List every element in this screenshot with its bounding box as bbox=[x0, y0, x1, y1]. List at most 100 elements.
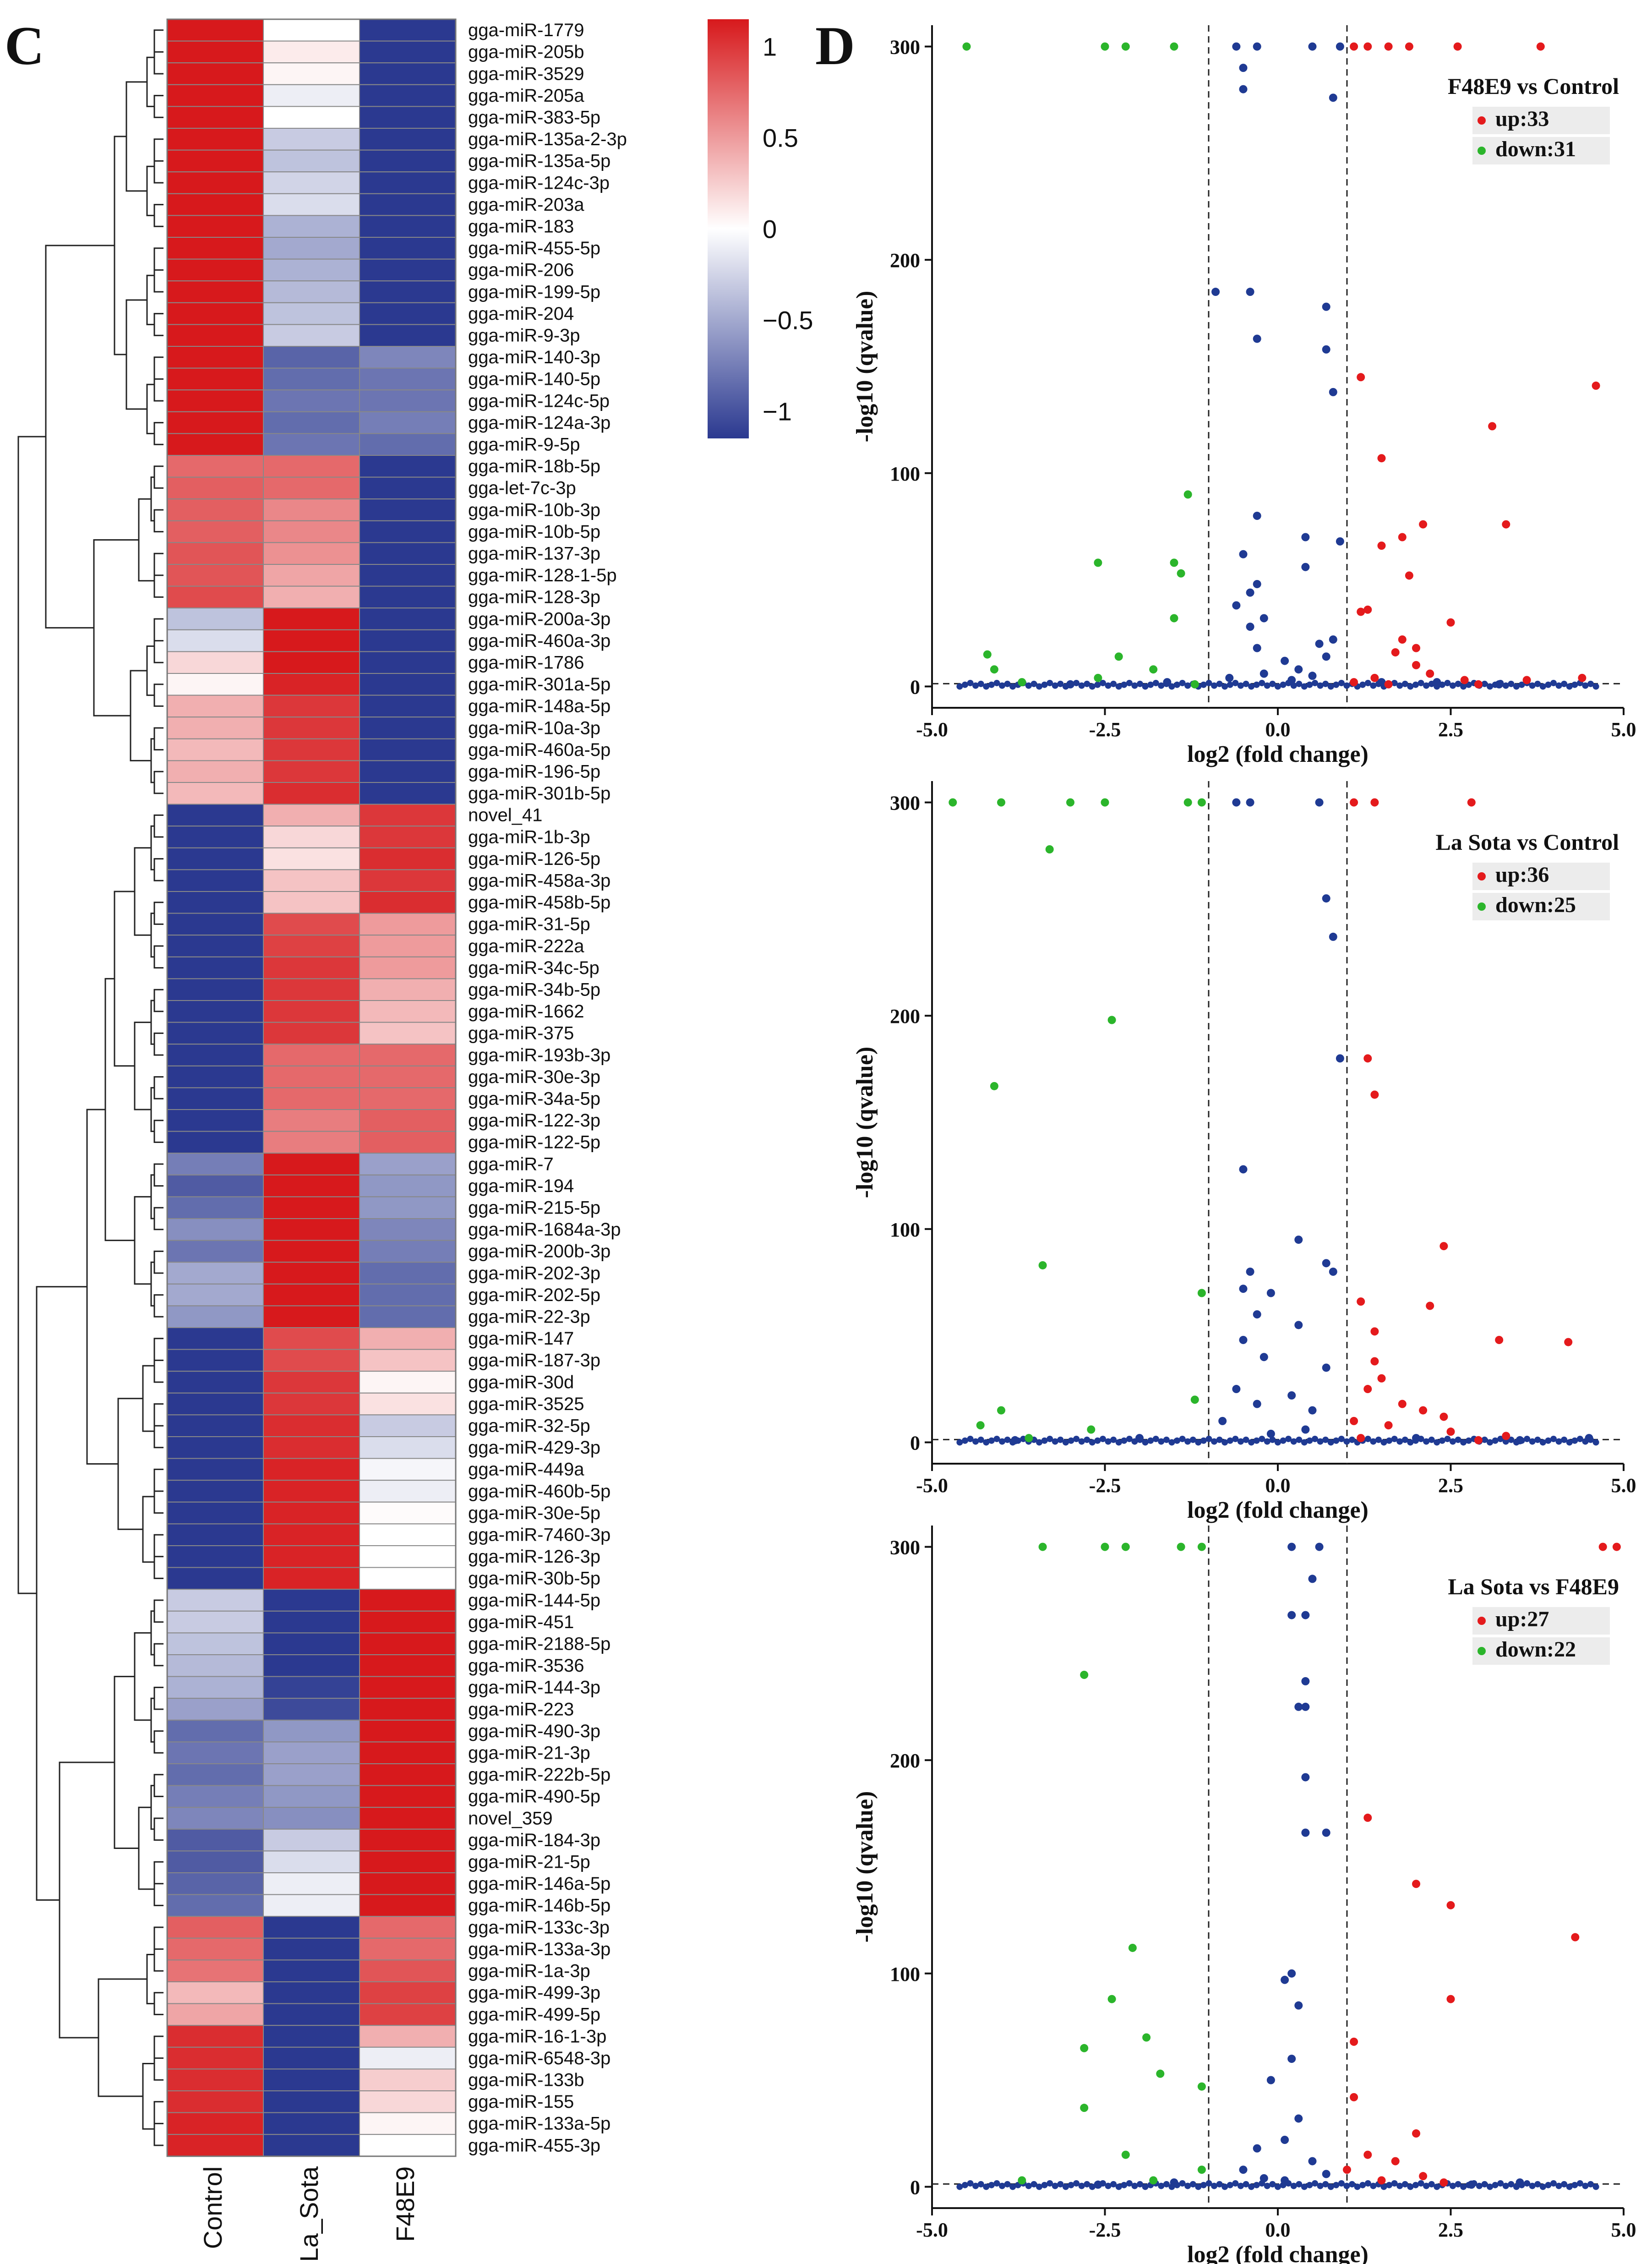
ns-point bbox=[1036, 1439, 1043, 1446]
ns-point bbox=[1336, 1054, 1344, 1063]
heatmap-cell bbox=[263, 498, 360, 521]
heatmap-cell bbox=[167, 1763, 264, 1786]
ns-point bbox=[1253, 580, 1261, 588]
heatmap-cell bbox=[359, 1022, 456, 1045]
ns-point bbox=[1158, 682, 1165, 689]
ns-point bbox=[1294, 2001, 1303, 2010]
down-point bbox=[1114, 652, 1123, 661]
heatmap-row-label: gga-miR-21-5p bbox=[468, 1852, 590, 1872]
heatmap-cell bbox=[359, 1218, 456, 1241]
ns-point bbox=[956, 1439, 963, 1446]
ns-point bbox=[1227, 2182, 1233, 2188]
ns-point bbox=[1246, 288, 1254, 296]
ns-point bbox=[1105, 1438, 1112, 1445]
heatmap-cell bbox=[167, 1567, 264, 1590]
heatmap-row-label: gga-miR-10b-3p bbox=[468, 500, 600, 520]
heatmap-row-label: gga-miR-204 bbox=[468, 304, 574, 324]
ns-point bbox=[1386, 2182, 1393, 2188]
ns-point bbox=[1248, 683, 1255, 690]
heatmap-cell bbox=[167, 2112, 264, 2135]
ns-point bbox=[1294, 1321, 1303, 1329]
heatmap-cell bbox=[359, 2003, 456, 2026]
ns-point bbox=[977, 680, 984, 687]
up-point bbox=[1502, 520, 1510, 529]
heatmap-cell bbox=[167, 869, 264, 892]
ns-point bbox=[1308, 672, 1317, 680]
ns-point bbox=[1516, 2178, 1524, 2187]
heatmap-cell bbox=[359, 695, 456, 718]
ns-point bbox=[1239, 1165, 1248, 1174]
ns-point bbox=[1322, 1828, 1330, 1837]
dendrogram-branch bbox=[153, 41, 164, 75]
heatmap-cell bbox=[359, 760, 456, 783]
volcano-plot-la-sota-vs-f48e9: 0 100 200 300 -5.0 -2.5 0.0 2.5 5.0 log2 (fold ch… bbox=[852, 1526, 1636, 2264]
heatmap-cell bbox=[359, 2134, 456, 2157]
heatmap-cell bbox=[263, 128, 360, 151]
ns-point bbox=[1030, 2181, 1037, 2187]
heatmap-row-label: gga-miR-7460-3p bbox=[468, 1525, 611, 1545]
heatmap-cell bbox=[359, 280, 456, 303]
heatmap-cell bbox=[263, 1109, 360, 1132]
ns-point bbox=[1259, 1353, 1268, 1362]
ns-point bbox=[1476, 2182, 1483, 2189]
up-point bbox=[1474, 1436, 1483, 1444]
up-point bbox=[1467, 798, 1476, 807]
heatmap-cell bbox=[263, 1850, 360, 1873]
heatmap-cell bbox=[359, 607, 456, 630]
ns-point bbox=[1566, 2183, 1573, 2190]
heatmap-cell bbox=[359, 673, 456, 696]
ns-point bbox=[1317, 1438, 1324, 1445]
ns-point bbox=[1110, 2181, 1117, 2187]
heatmap-row-label: gga-miR-124c-3p bbox=[468, 173, 610, 193]
heatmap-row-label: gga-miR-222a bbox=[468, 936, 584, 956]
ns-point bbox=[1301, 1828, 1310, 1837]
heatmap-cell bbox=[167, 1480, 264, 1503]
heatmap-cell bbox=[263, 1044, 360, 1066]
heatmap-cell bbox=[263, 1327, 360, 1350]
ns-point bbox=[1312, 2180, 1319, 2187]
down-point bbox=[1170, 42, 1178, 51]
down-point bbox=[1197, 1542, 1206, 1551]
ns-point bbox=[1401, 1436, 1408, 1443]
heatmap-cell bbox=[263, 215, 360, 238]
legend-title: La Sota vs Control bbox=[1435, 829, 1619, 855]
ns-point bbox=[1227, 1437, 1233, 1444]
ns-point bbox=[1121, 2182, 1128, 2188]
ns-point bbox=[1246, 798, 1254, 807]
ns-point bbox=[1227, 681, 1233, 688]
heatmap-cell bbox=[263, 40, 360, 64]
ns-point bbox=[1073, 679, 1080, 686]
heatmap-cell bbox=[359, 1872, 456, 1895]
up-point bbox=[1357, 1297, 1365, 1306]
ns-point bbox=[1428, 2181, 1435, 2187]
heatmap-cell bbox=[359, 19, 456, 42]
ns-point bbox=[1205, 2180, 1212, 2187]
ns-point bbox=[1423, 1438, 1430, 1445]
ns-point bbox=[1189, 2181, 1196, 2187]
ns-point bbox=[1349, 1436, 1356, 1443]
down-point bbox=[1094, 673, 1102, 682]
down-point bbox=[1107, 1016, 1116, 1024]
heatmap-cell bbox=[359, 1828, 456, 1852]
heatmap-row-label: gga-miR-30e-3p bbox=[468, 1067, 600, 1087]
heatmap-cell bbox=[359, 346, 456, 369]
ns-point bbox=[1412, 681, 1419, 688]
legend-box bbox=[1472, 863, 1610, 890]
ns-point bbox=[1377, 678, 1386, 687]
ns-point bbox=[1163, 2181, 1170, 2187]
heatmap-row-label: gga-miR-128-3p bbox=[468, 587, 600, 607]
heatmap-row-label: gga-miR-1b-3p bbox=[468, 827, 590, 847]
ns-point bbox=[1423, 2182, 1430, 2189]
ns-point bbox=[999, 2182, 1006, 2189]
heatmap-column-label: Control bbox=[198, 2166, 227, 2249]
heatmap-cell bbox=[167, 629, 264, 652]
legend-label: down:22 bbox=[1495, 1637, 1576, 1662]
ns-point bbox=[1301, 1611, 1310, 1619]
heatmap-row-label: gga-miR-30d bbox=[468, 1372, 574, 1392]
ns-point bbox=[1066, 680, 1074, 689]
ns-point bbox=[1168, 1439, 1175, 1446]
heatmap-cell bbox=[359, 258, 456, 282]
ns-point bbox=[1239, 85, 1248, 93]
heatmap-cell bbox=[263, 1981, 360, 2004]
legend-box bbox=[1472, 1607, 1610, 1635]
